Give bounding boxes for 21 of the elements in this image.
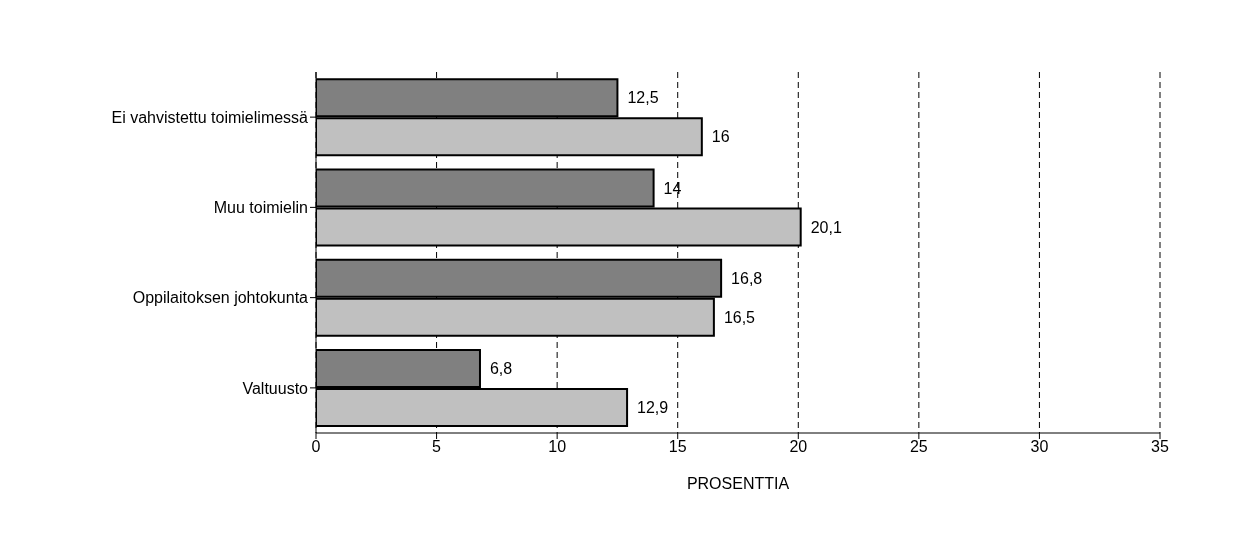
y-tick-label: Oppilaitoksen johtokunta [132, 289, 309, 307]
y-tick-label: Muu toimielin [213, 199, 308, 217]
x-axis-title: PROSENTTIA [686, 475, 790, 492]
data-label: 16,8 [731, 269, 763, 287]
x-tick-label: 10 [548, 438, 567, 456]
x-tick-label: 25 [909, 438, 928, 456]
data-label: 16,5 [723, 308, 756, 326]
y-tick-label: Ei vahvistettu toimielimessä [111, 108, 309, 126]
x-tick-label: 0 [311, 438, 321, 456]
x-tick-label: 35 [1151, 438, 1169, 456]
data-label: 12,5 [627, 89, 659, 107]
x-tick-label: 5 [432, 438, 442, 456]
y-tick-label: Valtuusto [242, 379, 309, 397]
x-tick-label: 30 [1030, 438, 1049, 456]
data-label: 16 [711, 128, 730, 146]
data-label: 6,8 [489, 360, 513, 378]
x-tick-label: 15 [668, 438, 687, 456]
x-tick-label: 20 [789, 438, 808, 456]
data-label: 14 [663, 179, 682, 197]
data-label: 12,9 [637, 399, 669, 417]
data-label: 20,1 [810, 218, 842, 236]
